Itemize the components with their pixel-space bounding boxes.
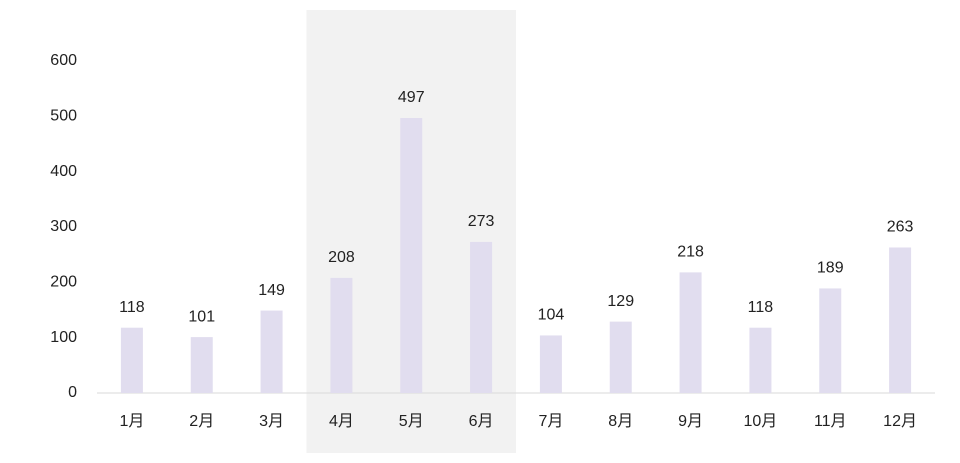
x-tick-label: 10月 (744, 413, 778, 430)
data-label: 208 (328, 249, 355, 266)
x-tick-label: 9月 (678, 413, 703, 430)
x-tick-label: 2月 (189, 413, 214, 430)
bar (609, 321, 632, 393)
bar (679, 272, 702, 393)
bar (889, 247, 912, 393)
bar (330, 277, 353, 393)
data-label: 497 (398, 89, 425, 106)
x-tick-label: 6月 (469, 413, 494, 430)
x-tick-label: 12月 (883, 413, 917, 430)
y-tick-label: 0 (68, 384, 77, 401)
data-label: 149 (258, 282, 285, 299)
x-tick-label: 11月 (814, 413, 847, 430)
y-tick-label: 300 (50, 218, 77, 235)
y-tick-label: 500 (50, 108, 77, 125)
data-label: 118 (119, 299, 145, 316)
x-tick-label: 4月 (329, 413, 354, 430)
bar (260, 310, 283, 393)
data-label: 189 (817, 260, 844, 277)
x-tick-label: 1月 (119, 413, 144, 430)
y-tick-label: 100 (50, 329, 77, 346)
data-label: 263 (887, 219, 914, 236)
bar (819, 288, 842, 393)
data-label: 104 (538, 307, 565, 324)
y-tick-label: 600 (50, 52, 77, 69)
bar (190, 337, 213, 393)
y-tick-label: 200 (50, 274, 77, 291)
bar (120, 327, 143, 393)
x-tick-label: 5月 (399, 413, 424, 430)
data-label: 101 (188, 308, 215, 325)
x-tick-label: 7月 (538, 413, 563, 430)
bar (539, 335, 562, 393)
bar (749, 327, 772, 393)
bar (400, 117, 423, 393)
bar (470, 241, 493, 393)
data-label: 129 (607, 293, 634, 310)
data-label: 218 (677, 244, 704, 261)
data-label: 118 (748, 299, 774, 316)
x-tick-label: 8月 (608, 413, 633, 430)
data-label: 273 (468, 213, 495, 230)
x-tick-label: 3月 (259, 413, 284, 430)
y-tick-label: 400 (50, 163, 77, 180)
